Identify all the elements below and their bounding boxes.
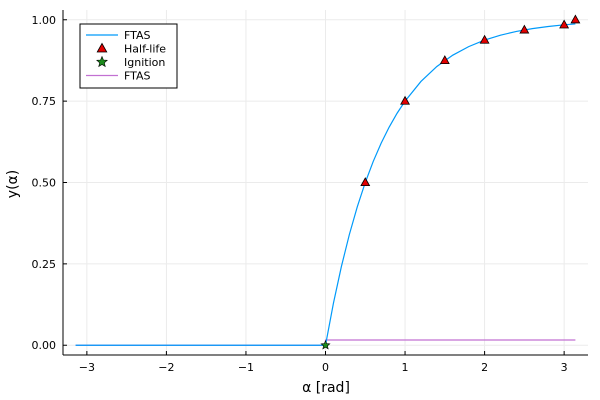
x-tick-label: −2 [158,361,174,374]
half-life-point [559,19,570,29]
plot-area [75,14,581,350]
y-axis-title: y(α) [5,170,21,198]
x-axis-title: α [rad] [302,380,350,396]
x-tick-label: 1 [402,361,409,374]
axis-ticks: −3 −2 −1 0 1 2 3 0.00 0.25 0.50 0.75 1.00 [32,14,568,374]
legend-label: FTAS [124,70,151,83]
x-tick-label: −3 [79,361,95,374]
y-tick-label: 0.00 [32,339,57,352]
x-tick-label: −1 [238,361,254,374]
half-life-point [570,14,581,24]
legend-label: Half-life [124,43,166,56]
x-tick-label: 0 [322,361,329,374]
legend-star-swatch [96,55,108,68]
half-life-point [360,177,371,187]
half-life-point [400,95,411,105]
ignition-point [320,339,331,350]
half-life-point [519,24,530,34]
y-tick-label: 0.25 [32,258,57,271]
y-tick-label: 0.75 [32,95,57,108]
legend-triangle-swatch [96,42,108,53]
half-life-point [439,55,450,64]
x-tick-label: 2 [481,361,488,374]
x-tick-label: 3 [561,361,568,374]
legend-label: FTAS [124,29,151,42]
y-tick-label: 0.50 [32,177,57,190]
half-life-point [479,34,490,44]
y-tick-label: 1.00 [32,14,57,27]
legend-label: Ignition [124,56,165,69]
